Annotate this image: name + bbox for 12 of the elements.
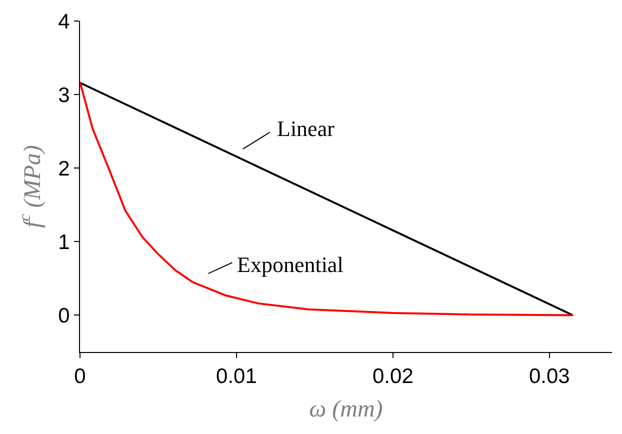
annotation: Linear bbox=[277, 116, 336, 141]
y-tick-label: 4 bbox=[58, 10, 70, 34]
x-tick-label: 0.02 bbox=[372, 365, 414, 388]
x-tick-label: 0 bbox=[74, 365, 86, 388]
x-tick-label: 0.01 bbox=[216, 365, 257, 388]
x-axis-title: ω (mm) bbox=[309, 396, 383, 422]
y-tick-label: 0 bbox=[58, 304, 70, 328]
y-tick-label: 2 bbox=[58, 157, 70, 180]
y-tick-label: 3 bbox=[58, 84, 70, 107]
x-tick-label: 0.03 bbox=[528, 365, 570, 388]
annotation: Exponential bbox=[237, 252, 344, 277]
y-tick-label: 1 bbox=[58, 231, 70, 254]
